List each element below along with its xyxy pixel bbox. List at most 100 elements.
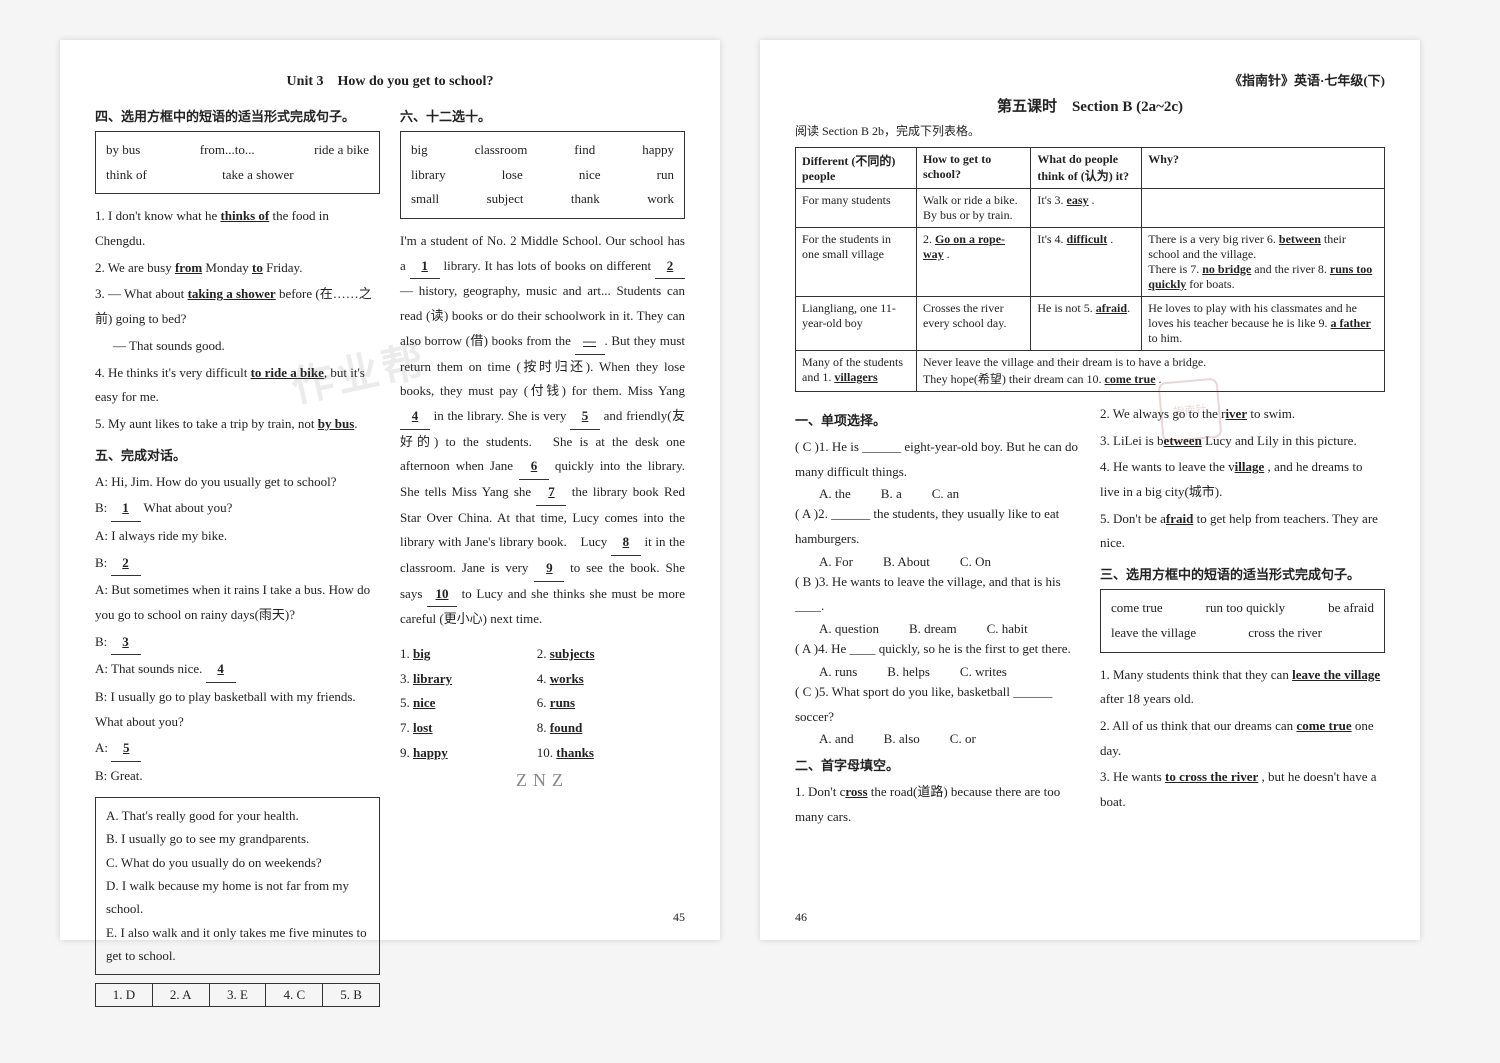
dialog-line: B: 3 xyxy=(95,630,380,656)
wb-item: classroom xyxy=(475,138,528,163)
col-right: 六、十二选十。 big classroom find happy library… xyxy=(400,98,685,1007)
q3-list: 1. Many students think that they can lea… xyxy=(1100,663,1385,815)
q3-item: 1. Many students think that they can lea… xyxy=(1100,663,1385,712)
wb-item: be afraid xyxy=(1328,596,1374,621)
table-header: Why? xyxy=(1142,148,1385,189)
wb-item: nice xyxy=(579,163,601,188)
wordbox-3: come true run too quickly be afraid leav… xyxy=(1100,589,1385,652)
col-right: 2. We always go to the river to swim.3. … xyxy=(1100,402,1385,832)
table-header: Different (不同的) people xyxy=(796,148,917,189)
znz-mark: ZNZ xyxy=(400,770,685,791)
page-columns: 四、选用方框中的短语的适当形式完成句子。 by bus from...to...… xyxy=(95,98,685,1007)
mcq-options: A. theB. aC. an xyxy=(819,486,1080,502)
table-cell: He loves to play with his classmates and… xyxy=(1142,297,1385,351)
wb-item: subject xyxy=(487,187,524,212)
q2-item: 5. Don't be afraid to get help from teac… xyxy=(1100,507,1385,556)
wb-item: happy xyxy=(642,138,674,163)
q4-item: 2. We are busy from Monday to Friday. xyxy=(95,256,380,281)
option-item: D. I walk because my home is not far fro… xyxy=(106,874,369,921)
wb-item: small xyxy=(411,187,439,212)
dialog-line: B: Great. xyxy=(95,764,380,789)
table-cell: It's 4. difficult . xyxy=(1031,228,1142,297)
dialog-line: A: I always ride my bike. xyxy=(95,524,380,549)
answer-cell: 3. E xyxy=(210,984,267,1006)
unit-title: Unit 3 How do you get to school? xyxy=(95,70,685,90)
answer-6-item: 5. nice xyxy=(400,691,537,716)
table-cell: Never leave the village and their dream … xyxy=(916,351,1384,392)
wb-item: work xyxy=(647,187,674,212)
q4-item: 4. He thinks it's very difficult to ride… xyxy=(95,361,380,410)
options-5-box: A. That's really good for your health.B.… xyxy=(95,797,380,975)
q2-item: 1. Don't cross the road(道路) because ther… xyxy=(795,780,1080,829)
wb-item: cross the river xyxy=(1248,621,1322,646)
mcq-list: ( C )1. He is ______ eight-year-old boy.… xyxy=(795,435,1080,747)
section-3-heading: 三、选用方框中的短语的适当形式完成句子。 xyxy=(1100,564,1385,583)
section-4-heading: 四、选用方框中的短语的适当形式完成句子。 xyxy=(95,106,380,125)
book-title: 《指南针》英语·七年级(下) xyxy=(795,70,1385,89)
reading-table: Different (不同的) peopleHow to get to scho… xyxy=(795,147,1385,392)
answers-6-list: 1. big2. subjects3. library4. works5. ni… xyxy=(400,642,685,765)
mcq-item: ( B )3. He wants to leave the village, a… xyxy=(795,570,1080,619)
answer-6-item: 7. lost xyxy=(400,716,537,741)
table-cell: It's 3. easy . xyxy=(1031,189,1142,228)
wb-item: library xyxy=(411,163,446,188)
q4-list: 1. I don't know what he thinks of the fo… xyxy=(95,204,380,436)
mcq-item: ( C )1. He is ______ eight-year-old boy.… xyxy=(795,435,1080,484)
option-item: C. What do you usually do on weekends? xyxy=(106,851,369,874)
dialog-line: B: 2 xyxy=(95,551,380,577)
q2-item: 2. We always go to the river to swim. xyxy=(1100,402,1385,427)
dialog-line: A: 5 xyxy=(95,736,380,762)
answer-cell: 2. A xyxy=(153,984,210,1006)
mcq-item: ( C )5. What sport do you like, basketba… xyxy=(795,680,1080,729)
lesson-heading: 第五课时 Section B (2a~2c) xyxy=(795,95,1385,116)
section-5-heading: 五、完成对话。 xyxy=(95,445,380,464)
q3-item: 3. He wants to cross the river , but he … xyxy=(1100,765,1385,814)
section-2-heading: 二、首字母填空。 xyxy=(795,755,1080,774)
page-columns: 一、单项选择。 ( C )1. He is ______ eight-year-… xyxy=(795,402,1385,832)
answer-6-item: 3. library xyxy=(400,667,537,692)
answer-6-item: 8. found xyxy=(537,716,674,741)
table-cell: He is not 5. afraid. xyxy=(1031,297,1142,351)
option-item: B. I usually go to see my grandparents. xyxy=(106,827,369,850)
dialog-line: A: Hi, Jim. How do you usually get to sc… xyxy=(95,470,380,495)
answer-6-item: 4. works xyxy=(537,667,674,692)
wordbox-6: big classroom find happy library lose ni… xyxy=(400,131,685,219)
option-item: A. That's really good for your health. xyxy=(106,804,369,827)
q2-item: 3. LiLei is between Lucy and Lily in thi… xyxy=(1100,429,1385,454)
dialog-line: B: 1 What about you? xyxy=(95,496,380,522)
mcq-item: ( A )4. He ____ quickly, so he is the fi… xyxy=(795,637,1080,662)
table-cell: 2. Go on a rope-way . xyxy=(916,228,1030,297)
mcq-options: A. runsB. helpsC. writes xyxy=(819,664,1080,680)
section-6-heading: 六、十二选十。 xyxy=(400,106,685,125)
answers-5-row: 1. D2. A3. E4. C5. B xyxy=(95,983,380,1007)
table-cell: For many students xyxy=(796,189,917,228)
wb-item: lose xyxy=(502,163,523,188)
dialog-line: A: That sounds nice. 4 xyxy=(95,657,380,683)
passage-6: I'm a student of No. 2 Middle School. Ou… xyxy=(400,229,685,632)
wb-item: run xyxy=(657,163,674,188)
lesson-subheading: 阅读 Section B 2b，完成下列表格。 xyxy=(795,122,1385,139)
dialog-5: A: Hi, Jim. How do you usually get to sc… xyxy=(95,470,380,789)
mcq-options: A. andB. alsoC. or xyxy=(819,731,1080,747)
q2-item: 4. He wants to leave the village , and h… xyxy=(1100,455,1385,504)
q4-item: 1. I don't know what he thinks of the fo… xyxy=(95,204,380,253)
answer-cell: 5. B xyxy=(323,984,379,1006)
q3-item: 2. All of us think that our dreams can c… xyxy=(1100,714,1385,763)
table-cell xyxy=(1142,189,1385,228)
mcq-options: A. ForB. AboutC. On xyxy=(819,554,1080,570)
wb-item: thank xyxy=(571,187,600,212)
wb-item: come true xyxy=(1111,596,1163,621)
wb-item: ride a bike xyxy=(314,138,369,163)
table-header: How to get to school? xyxy=(916,148,1030,189)
answer-6-item: 2. subjects xyxy=(537,642,674,667)
wb-item: think of xyxy=(106,163,147,188)
mcq-options: A. questionB. dreamC. habit xyxy=(819,621,1080,637)
answer-cell: 1. D xyxy=(96,984,153,1006)
col-left: 一、单项选择。 ( C )1. He is ______ eight-year-… xyxy=(795,402,1080,832)
dialog-line: A: But sometimes when it rains I take a … xyxy=(95,578,380,627)
wb-item: take a shower xyxy=(222,163,293,188)
answer-6-item: 6. runs xyxy=(537,691,674,716)
page-46: 指南针 《指南针》英语·七年级(下) 第五课时 Section B (2a~2c… xyxy=(760,40,1420,940)
table-cell: Crosses the river every school day. xyxy=(916,297,1030,351)
option-item: E. I also walk and it only takes me five… xyxy=(106,921,369,968)
